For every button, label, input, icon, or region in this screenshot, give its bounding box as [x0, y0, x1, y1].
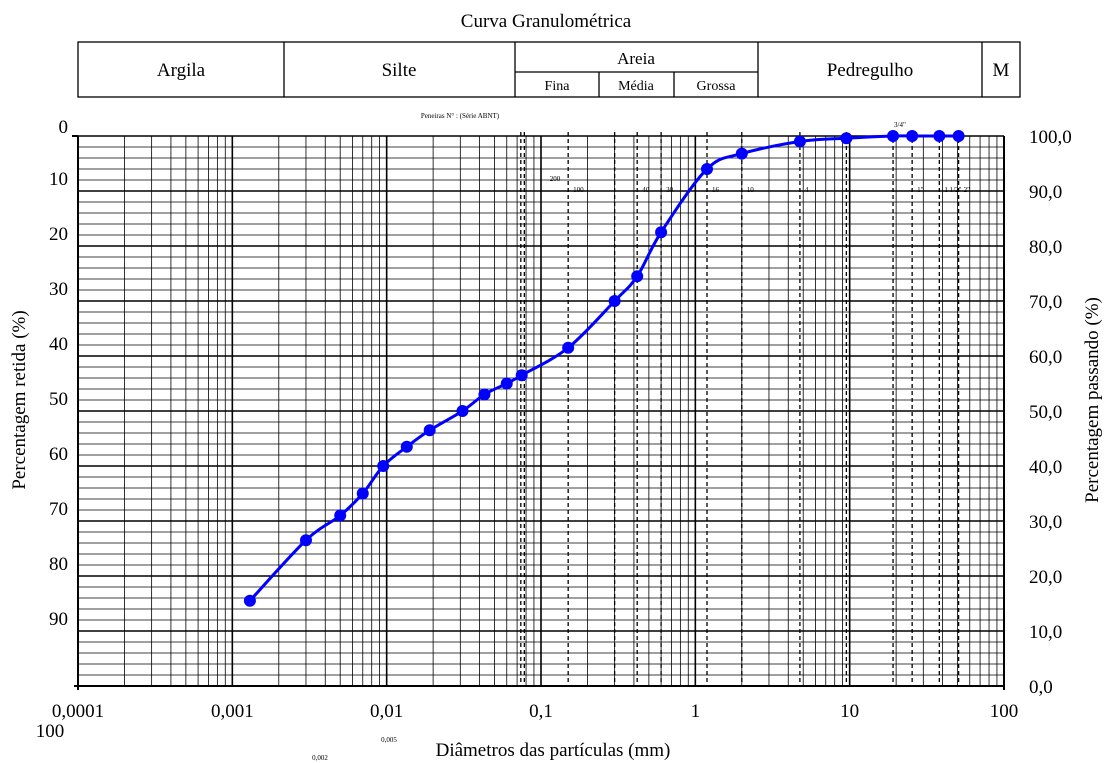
y-left-tick-labels: 0 10 20 30 40 50 60 70 80 90 100: [36, 117, 68, 742]
x-extra-label-0002: 0,002: [312, 754, 328, 762]
data-point: [377, 460, 390, 472]
y-right-tick-label: 90,0: [1029, 182, 1062, 203]
grid-major: [77, 135, 1005, 687]
y-left-tick-label: 40: [49, 334, 68, 355]
y-left-tick-label: 30: [49, 279, 68, 300]
y-left-tick-label: 0: [59, 117, 69, 138]
data-point: [793, 135, 806, 148]
sieve-label: 100: [573, 186, 584, 194]
y-right-tick-label: 40,0: [1029, 457, 1062, 478]
sieve-label: 3/4": [894, 121, 906, 129]
data-point: [243, 594, 256, 607]
class-m: M: [993, 60, 1010, 81]
data-point: [655, 226, 668, 239]
sieve-lines: [520, 132, 960, 686]
x-tick-label: 1: [691, 701, 701, 722]
sieve-label: 1": [917, 186, 924, 194]
sieve-label: 200: [550, 175, 561, 183]
y-right-tick-label: 10,0: [1029, 622, 1062, 643]
data-point: [700, 163, 713, 175]
data-point: [562, 341, 575, 354]
y-right-tick-label: 60,0: [1029, 347, 1062, 368]
class-areia-media: Média: [618, 79, 655, 94]
x-tick-label: 0,1: [529, 701, 553, 722]
y-left-tick-label: 80: [49, 554, 68, 575]
data-point: [952, 130, 965, 142]
sieve-labels: 200 100 40 30 16 10 4 3/4" 1" 1 1/2" 2": [550, 121, 970, 194]
classification-table: [77, 41, 1021, 98]
data-point: [334, 509, 347, 522]
data-point: [887, 130, 900, 142]
data-point: [400, 440, 413, 453]
x-tick-labels: 0,0001 0,001 0,01 0,1 1 10 100: [52, 701, 1018, 722]
data-point: [631, 270, 644, 283]
data-point: [299, 534, 312, 547]
y-left-tick-label: 60: [49, 444, 68, 465]
data-point: [356, 487, 369, 500]
y-right-tick-label: 80,0: [1029, 237, 1062, 258]
class-areia-fina: Fina: [545, 79, 571, 94]
x-tick-label: 0,01: [370, 701, 403, 722]
y-right-tick-label: 70,0: [1029, 292, 1062, 313]
y-right-tick-label: 0,0: [1029, 677, 1053, 698]
class-argila: Argila: [157, 60, 206, 81]
data-point: [478, 388, 491, 401]
class-areia-grossa: Grossa: [697, 79, 737, 94]
y-left-tick-label: 70: [49, 499, 68, 520]
x-tick-label: 100: [990, 701, 1019, 722]
data-point: [500, 377, 513, 390]
sieve-label: 4: [805, 186, 809, 194]
data-point: [608, 295, 621, 307]
data-point: [423, 424, 436, 437]
x-tick-label: 0,0001: [52, 701, 104, 722]
data-point: [840, 132, 853, 145]
y-left-tick-label: 10: [49, 169, 68, 190]
x-axis-label: Diâmetros das partículas (mm): [436, 740, 671, 761]
data-point: [515, 369, 528, 382]
sieve-label: 40: [642, 186, 650, 194]
y-left-tick-label: 90: [49, 609, 68, 630]
y-right-tick-label: 50,0: [1029, 402, 1062, 423]
y-left-tick-label: 100: [36, 721, 65, 742]
data-point: [456, 405, 469, 417]
y-right-tick-labels: 100,0 90,0 80,0 70,0 60,0 50,0 40,0 30,0 20,0 10,…: [1029, 127, 1072, 698]
class-areia: Areia: [617, 49, 655, 68]
sieve-label: 1 1/2": [944, 186, 961, 194]
sieve-label: 30: [666, 186, 674, 194]
y-left-tick-label: 50: [49, 389, 68, 410]
sieve-label: 16: [712, 186, 720, 194]
y-right-tick-label: 100,0: [1029, 127, 1072, 148]
y-left-axis-label: Percentagem retida (%): [9, 310, 30, 489]
y-right-tick-label: 30,0: [1029, 512, 1062, 533]
class-silte: Silte: [382, 60, 417, 81]
axes: [72, 135, 1005, 690]
sieve-label: 10: [747, 186, 755, 194]
sieve-label: 2": [964, 186, 971, 194]
series-grading-curve: [243, 130, 965, 607]
class-pedregulho: Pedregulho: [827, 60, 914, 81]
x-extra-label-0005: 0,005: [381, 736, 397, 744]
data-point: [933, 130, 946, 142]
series-line: [248, 134, 959, 602]
y-right-axis-label: Percentagem passando (%): [1082, 297, 1103, 503]
x-tick-label: 0,001: [211, 701, 254, 722]
data-point: [735, 147, 748, 160]
y-left-tick-label: 20: [49, 224, 68, 245]
y-right-tick-label: 20,0: [1029, 567, 1062, 588]
sieve-header: Peneiras N° : (Série ABNT): [421, 112, 500, 120]
data-point: [906, 130, 919, 142]
chart-title: Curva Granulométrica: [461, 11, 632, 32]
x-tick-label: 10: [840, 701, 859, 722]
